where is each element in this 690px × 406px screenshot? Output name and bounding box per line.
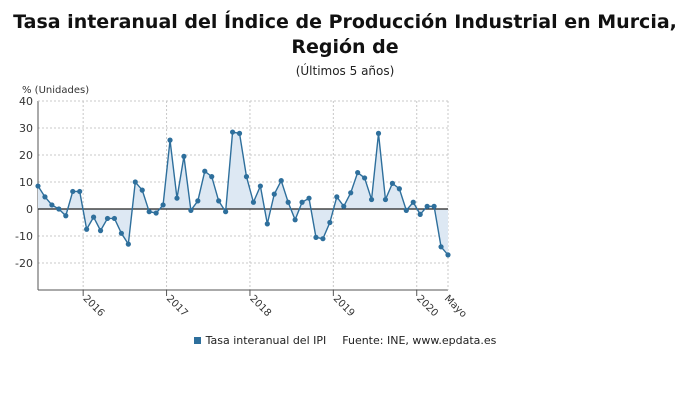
data-point <box>132 179 138 185</box>
series-area <box>38 132 448 255</box>
data-point <box>146 209 152 215</box>
data-point <box>70 188 76 195</box>
data-point <box>104 215 111 222</box>
y-tick-label: 0 <box>26 203 33 216</box>
data-point <box>271 191 277 197</box>
data-point <box>403 207 409 213</box>
y-tick-label: 10 <box>19 176 33 189</box>
data-point <box>375 130 382 136</box>
data-point <box>236 130 243 136</box>
y-tick-label: -20 <box>15 257 33 270</box>
data-point <box>348 190 354 196</box>
data-point <box>90 214 97 220</box>
data-point <box>299 199 305 205</box>
data-point <box>417 211 423 217</box>
data-point <box>195 198 201 204</box>
data-point <box>243 174 250 180</box>
data-point <box>42 194 48 200</box>
data-point <box>362 175 368 181</box>
data-point <box>250 199 257 205</box>
y-tick-label: 20 <box>19 149 33 162</box>
data-point <box>35 183 41 189</box>
data-point <box>77 188 83 195</box>
source-note: Fuente: INE, www.epdata.es <box>342 334 497 347</box>
x-tick-label: 2017 <box>164 293 190 319</box>
data-point <box>424 203 430 209</box>
data-point <box>445 252 451 258</box>
data-point <box>153 210 159 216</box>
y-tick-label: 40 <box>19 95 33 108</box>
data-point <box>111 215 118 222</box>
chart-title: Tasa interanual del Índice de Producción… <box>13 11 677 58</box>
data-point <box>257 183 263 189</box>
data-point <box>188 207 194 213</box>
data-point <box>63 213 69 219</box>
chart-subtitle: (Últimos 5 años) <box>295 64 395 78</box>
data-point <box>389 180 396 186</box>
data-point <box>396 186 402 192</box>
data-point <box>160 202 166 208</box>
legend-series-label: Tasa interanual del IPI <box>205 334 327 347</box>
y-tick-label: -10 <box>15 230 33 243</box>
x-tick-label: 2018 <box>247 293 273 319</box>
y-tick-label: 30 <box>19 122 33 135</box>
y-axis-label: % (Unidades) <box>22 85 89 96</box>
data-point <box>49 202 55 208</box>
data-point <box>84 226 90 232</box>
data-point <box>320 236 326 242</box>
data-point <box>368 196 375 203</box>
line-chart: 40 30 20 10 0 -10 -20 % (Unidades) 2016 2017 2018 2… <box>15 85 469 320</box>
chart-legend: Tasa interanual del IPI Fuente: INE, www.… <box>0 334 690 347</box>
data-point <box>223 209 229 215</box>
data-point <box>97 228 104 234</box>
data-point <box>327 219 333 226</box>
data-point <box>264 221 270 227</box>
data-point <box>285 199 291 205</box>
data-point <box>209 174 215 180</box>
x-tick-label: 2019 <box>331 293 357 319</box>
legend-swatch <box>193 336 201 344</box>
data-point <box>306 195 312 201</box>
data-point <box>118 230 124 236</box>
data-point <box>313 234 319 240</box>
data-point <box>139 187 145 193</box>
data-point <box>382 196 389 203</box>
data-point <box>355 169 361 176</box>
data-point <box>56 206 62 212</box>
data-point <box>216 198 222 204</box>
data-point <box>341 203 347 209</box>
data-point <box>438 244 444 250</box>
x-tick-label: 2016 <box>81 293 107 319</box>
x-tick-label: Mayo <box>442 293 469 320</box>
data-point <box>174 195 180 201</box>
data-point <box>292 217 298 223</box>
data-point <box>181 153 187 159</box>
data-point <box>202 168 208 174</box>
data-point <box>229 129 236 135</box>
data-point <box>410 199 416 205</box>
x-tick-label: 2020 <box>414 293 440 319</box>
data-point <box>431 203 437 209</box>
data-point <box>125 241 131 247</box>
data-point <box>167 137 173 143</box>
data-point <box>278 178 284 184</box>
data-point <box>334 194 340 200</box>
